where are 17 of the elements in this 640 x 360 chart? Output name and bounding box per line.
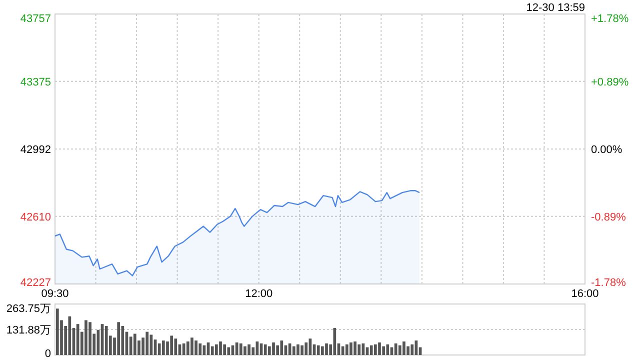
y-tick-label: 43757 — [20, 13, 51, 25]
y-tick-label: 42610 — [20, 211, 51, 224]
y2-tick-label: +0.89% — [591, 76, 629, 88]
y-tick-label: 131.88万 — [6, 324, 51, 336]
y-tick-label: 263.75万 — [6, 303, 51, 315]
y2-tick-label: -1.78% — [591, 277, 626, 289]
y-tick-label: 42992 — [20, 144, 51, 156]
x-tick-label: 09:30 — [41, 288, 69, 300]
x-tick-label: 16:00 — [571, 288, 599, 300]
annotation: 12-30 13:59 — [526, 2, 585, 14]
y2-tick-label: 0.00% — [591, 144, 622, 156]
x-tick-label: 12:00 — [245, 288, 273, 300]
y-tick-label: 42227 — [20, 277, 51, 289]
y-tick-label: 0 — [44, 348, 51, 360]
y2-tick-label: -0.89% — [591, 212, 626, 224]
y2-tick-label: +1.78% — [591, 13, 629, 25]
y-tick-label: 43375 — [20, 76, 51, 88]
